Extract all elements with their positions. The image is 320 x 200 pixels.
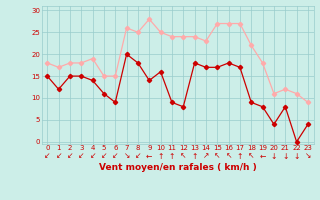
Text: ←: ← bbox=[260, 152, 266, 161]
Text: ↙: ↙ bbox=[44, 152, 51, 161]
Text: ↖: ↖ bbox=[248, 152, 254, 161]
Text: ↙: ↙ bbox=[112, 152, 118, 161]
Text: ↑: ↑ bbox=[157, 152, 164, 161]
X-axis label: Vent moyen/en rafales ( km/h ): Vent moyen/en rafales ( km/h ) bbox=[99, 162, 256, 171]
Text: ↓: ↓ bbox=[271, 152, 277, 161]
Text: ↑: ↑ bbox=[191, 152, 198, 161]
Text: ↑: ↑ bbox=[237, 152, 243, 161]
Text: ↓: ↓ bbox=[282, 152, 288, 161]
Text: ↙: ↙ bbox=[55, 152, 62, 161]
Text: ↓: ↓ bbox=[293, 152, 300, 161]
Text: ↙: ↙ bbox=[67, 152, 73, 161]
Text: ↖: ↖ bbox=[214, 152, 220, 161]
Text: ↙: ↙ bbox=[135, 152, 141, 161]
Text: ↗: ↗ bbox=[203, 152, 209, 161]
Text: ↖: ↖ bbox=[180, 152, 187, 161]
Text: ↘: ↘ bbox=[305, 152, 311, 161]
Text: ↑: ↑ bbox=[169, 152, 175, 161]
Text: ↘: ↘ bbox=[124, 152, 130, 161]
Text: ←: ← bbox=[146, 152, 152, 161]
Text: ↙: ↙ bbox=[78, 152, 84, 161]
Text: ↖: ↖ bbox=[225, 152, 232, 161]
Text: ↙: ↙ bbox=[101, 152, 107, 161]
Text: ↙: ↙ bbox=[89, 152, 96, 161]
